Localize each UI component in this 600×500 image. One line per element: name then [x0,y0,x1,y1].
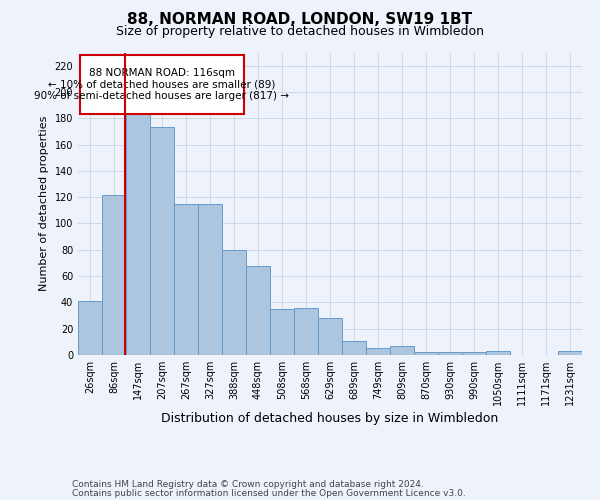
Bar [198,204,222,355]
Bar [246,266,270,355]
Bar [294,308,318,355]
Bar [222,250,246,355]
FancyBboxPatch shape [80,55,244,114]
Bar [174,204,198,355]
Bar [366,348,390,355]
Text: 88 NORMAN ROAD: 116sqm
← 10% of detached houses are smaller (89)
90% of semi-det: 88 NORMAN ROAD: 116sqm ← 10% of detached… [35,68,290,102]
Bar [342,340,366,355]
Bar [102,194,126,355]
Bar [558,351,582,355]
Text: Contains public sector information licensed under the Open Government Licence v3: Contains public sector information licen… [72,489,466,498]
Bar [318,318,342,355]
Bar [270,309,294,355]
Bar [462,352,486,355]
Bar [150,128,174,355]
Text: Size of property relative to detached houses in Wimbledon: Size of property relative to detached ho… [116,25,484,38]
Bar [78,301,102,355]
Bar [438,352,462,355]
Bar [414,352,438,355]
X-axis label: Distribution of detached houses by size in Wimbledon: Distribution of detached houses by size … [161,412,499,425]
Bar [126,114,150,355]
Text: Contains HM Land Registry data © Crown copyright and database right 2024.: Contains HM Land Registry data © Crown c… [72,480,424,489]
Y-axis label: Number of detached properties: Number of detached properties [39,116,49,292]
Text: 88, NORMAN ROAD, LONDON, SW19 1BT: 88, NORMAN ROAD, LONDON, SW19 1BT [127,12,473,28]
Bar [486,351,510,355]
Bar [390,346,414,355]
